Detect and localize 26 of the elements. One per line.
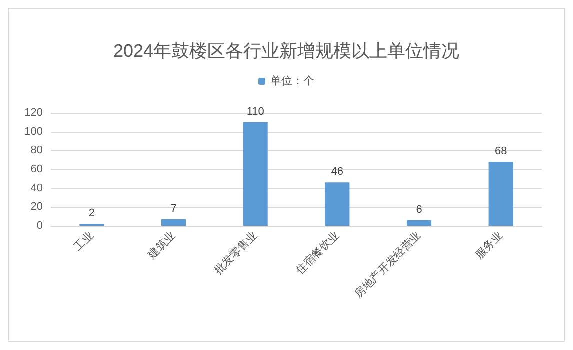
data-label: 7 xyxy=(170,202,177,215)
y-tick-label: 120 xyxy=(24,107,43,119)
x-tick-label: 建筑业 xyxy=(144,229,178,262)
data-label: 6 xyxy=(416,204,422,216)
bar xyxy=(243,122,268,226)
y-tick-label: 20 xyxy=(30,201,43,214)
legend-label: 单位：个 xyxy=(270,74,314,88)
y-tick-label: 0 xyxy=(36,220,43,232)
chart-title: 2024年鼓楼区各行业新增规模以上单位情况 xyxy=(113,41,460,61)
bar xyxy=(161,219,186,226)
bar xyxy=(325,182,350,226)
data-label: 68 xyxy=(494,145,508,158)
x-tick-label: 服务业 xyxy=(472,229,506,262)
x-tick-label: 住宿餐饮业 xyxy=(294,229,342,278)
bar xyxy=(406,220,432,226)
y-tick-label: 80 xyxy=(30,144,43,157)
x-tick-label: 工业 xyxy=(71,229,96,254)
data-label: 2 xyxy=(88,208,95,220)
y-tick-label: 40 xyxy=(30,182,43,194)
x-tick-label: 房地产开发经营业 xyxy=(352,229,424,300)
y-tick-label: 60 xyxy=(30,164,43,176)
y-tick-label: 100 xyxy=(24,126,43,138)
data-label: 46 xyxy=(331,166,344,178)
x-tick-label: 批发零售业 xyxy=(212,229,260,278)
bar xyxy=(488,162,514,226)
data-label: 110 xyxy=(246,106,264,118)
